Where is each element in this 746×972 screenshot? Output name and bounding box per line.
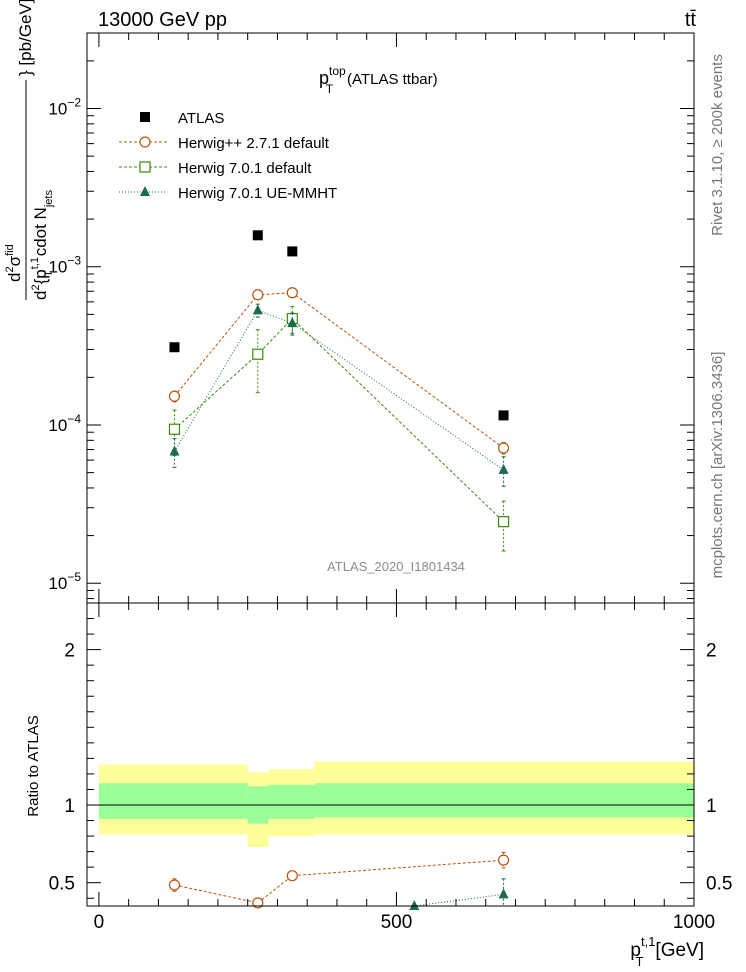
main-axis-ticks: 10−510−410−310−2 xyxy=(48,33,695,603)
ratio-herwigpp-271-point xyxy=(252,897,264,909)
herwigpp-271-point xyxy=(286,287,298,299)
legend-atlas-label: ATLAS xyxy=(178,110,224,127)
atlas-point xyxy=(169,342,180,353)
legend-atlas-marker xyxy=(140,112,150,122)
y-label-numerator: d2σfid xyxy=(4,244,24,282)
ratio-x-tick-label: 1000 xyxy=(673,912,715,933)
herwig7-default-line xyxy=(174,317,504,523)
main-y-tick-label: 10−4 xyxy=(48,412,81,435)
ratio-axis-ticks: 0.5 0.5 1 1 2 2 0 500 1000 xyxy=(49,603,732,933)
ratio-y-tick-label-right: 2 xyxy=(706,641,717,662)
atlas-point xyxy=(252,230,263,241)
tick-base: 10 xyxy=(48,258,67,277)
ratio-herwigpp-271-point xyxy=(286,870,298,882)
legend: ATLAS Herwig++ 2.7.1 default Herwig 7.0.… xyxy=(119,110,337,202)
legend-herwigpp-marker xyxy=(139,136,151,148)
ratio-herwigpp-271-point xyxy=(497,854,510,866)
legend-herwig7-marker xyxy=(139,161,151,173)
energy-label: 13000 GeV pp xyxy=(98,9,227,31)
ratio-x-tick-label: 500 xyxy=(381,912,413,933)
ratio-band-green xyxy=(314,783,694,818)
ratio-y-tick-label: 1 xyxy=(64,796,75,817)
ratio-panel-frame xyxy=(86,602,695,907)
main-data-layer xyxy=(168,230,510,552)
herwig7-ue-mmht-point xyxy=(498,463,509,474)
herwig7-default-point xyxy=(168,423,181,435)
legend-herwigpp-label: Herwig++ 2.7.1 default xyxy=(178,135,330,152)
atlas-point xyxy=(498,410,509,421)
tick-exp: −2 xyxy=(67,96,81,110)
mcplots-label: mcplots.cern.ch [arXiv:1306.3436] xyxy=(709,352,726,579)
ratio-y-tick-label: 2 xyxy=(64,641,75,662)
analysis-id: ATLAS_2020_I1801434 xyxy=(327,559,465,574)
herwigpp-271-point xyxy=(252,289,264,301)
ratio-herwigpp-271-line xyxy=(174,859,504,904)
ratio-herwigpp-271-point xyxy=(168,879,181,891)
legend-herwig7ue-marker xyxy=(140,186,150,196)
ratio-panel: 0.5 0.5 1 1 2 2 0 500 1000 Ratio to ATLAS pt,1 T[… xyxy=(25,602,732,969)
herwig7-default-point xyxy=(497,516,510,528)
process-label: tt̄ xyxy=(685,9,697,31)
atlas-point xyxy=(287,246,298,257)
ratio-band-green xyxy=(268,784,315,819)
ratio-bands xyxy=(98,761,694,847)
ratio-y-axis-label: Ratio to ATLAS xyxy=(25,715,42,816)
herwigpp-271-point xyxy=(168,390,181,402)
tick-base: 10 xyxy=(48,416,67,435)
rivet-version-label: Rivet 3.1.10, ≥ 200k events xyxy=(709,54,726,236)
main-panel: 10−510−410−310−2 ptop T(ATLAS ttbar) ATLA… xyxy=(4,0,695,604)
tick-exp: −5 xyxy=(67,570,81,584)
ratio-band-green xyxy=(98,783,248,819)
herwig7-ue-mmht-point xyxy=(169,445,180,456)
tick-exp: −3 xyxy=(67,254,81,268)
y-label-denominator: d2{pt,1Tcdot Njets xyxy=(29,190,55,300)
ratio-herwig7-ue-mmht-point xyxy=(498,888,509,899)
herwig7-ue-mmht-line xyxy=(174,309,504,471)
ratio-y-tick-label-right: 1 xyxy=(706,796,717,817)
herwigpp-271-line xyxy=(174,292,504,449)
main-y-axis-label: d2σfid d2{pt,1Tcdot Njets } [pb/GeV] xyxy=(4,0,55,300)
main-y-tick-label: 10−3 xyxy=(48,254,81,277)
main-y-tick-label: 10−5 xyxy=(48,570,81,593)
y-label-unit: } [pb/GeV] xyxy=(16,0,35,76)
tick-base: 10 xyxy=(48,100,67,119)
x-axis-label: pt,1 T[GeV] xyxy=(630,934,704,969)
herwig7-ue-mmht-point xyxy=(287,317,298,328)
ratio-x-tick-label: 0 xyxy=(94,912,105,933)
ratio-y-tick-label-right: 0.5 xyxy=(706,874,732,895)
ratio-y-tick-label: 0.5 xyxy=(49,874,75,895)
herwig7-default-point xyxy=(252,348,264,360)
ratio-data-layer xyxy=(168,851,510,910)
herwig7-ue-mmht-point xyxy=(252,304,263,315)
ratio-herwig7-ue-mmht-point xyxy=(409,900,420,910)
main-y-tick-label: 10−2 xyxy=(48,96,81,119)
legend-herwig7ue-label: Herwig 7.0.1 UE-MMHT xyxy=(178,185,337,202)
herwigpp-271-point xyxy=(497,442,510,454)
plot-title: ptop T(ATLAS ttbar) xyxy=(319,64,438,96)
ratio-herwig7-ue-mmht-line xyxy=(414,893,504,907)
legend-herwig7-label: Herwig 7.0.1 default xyxy=(178,160,312,177)
tick-exp: −4 xyxy=(67,412,81,426)
tick-base: 10 xyxy=(48,574,67,593)
